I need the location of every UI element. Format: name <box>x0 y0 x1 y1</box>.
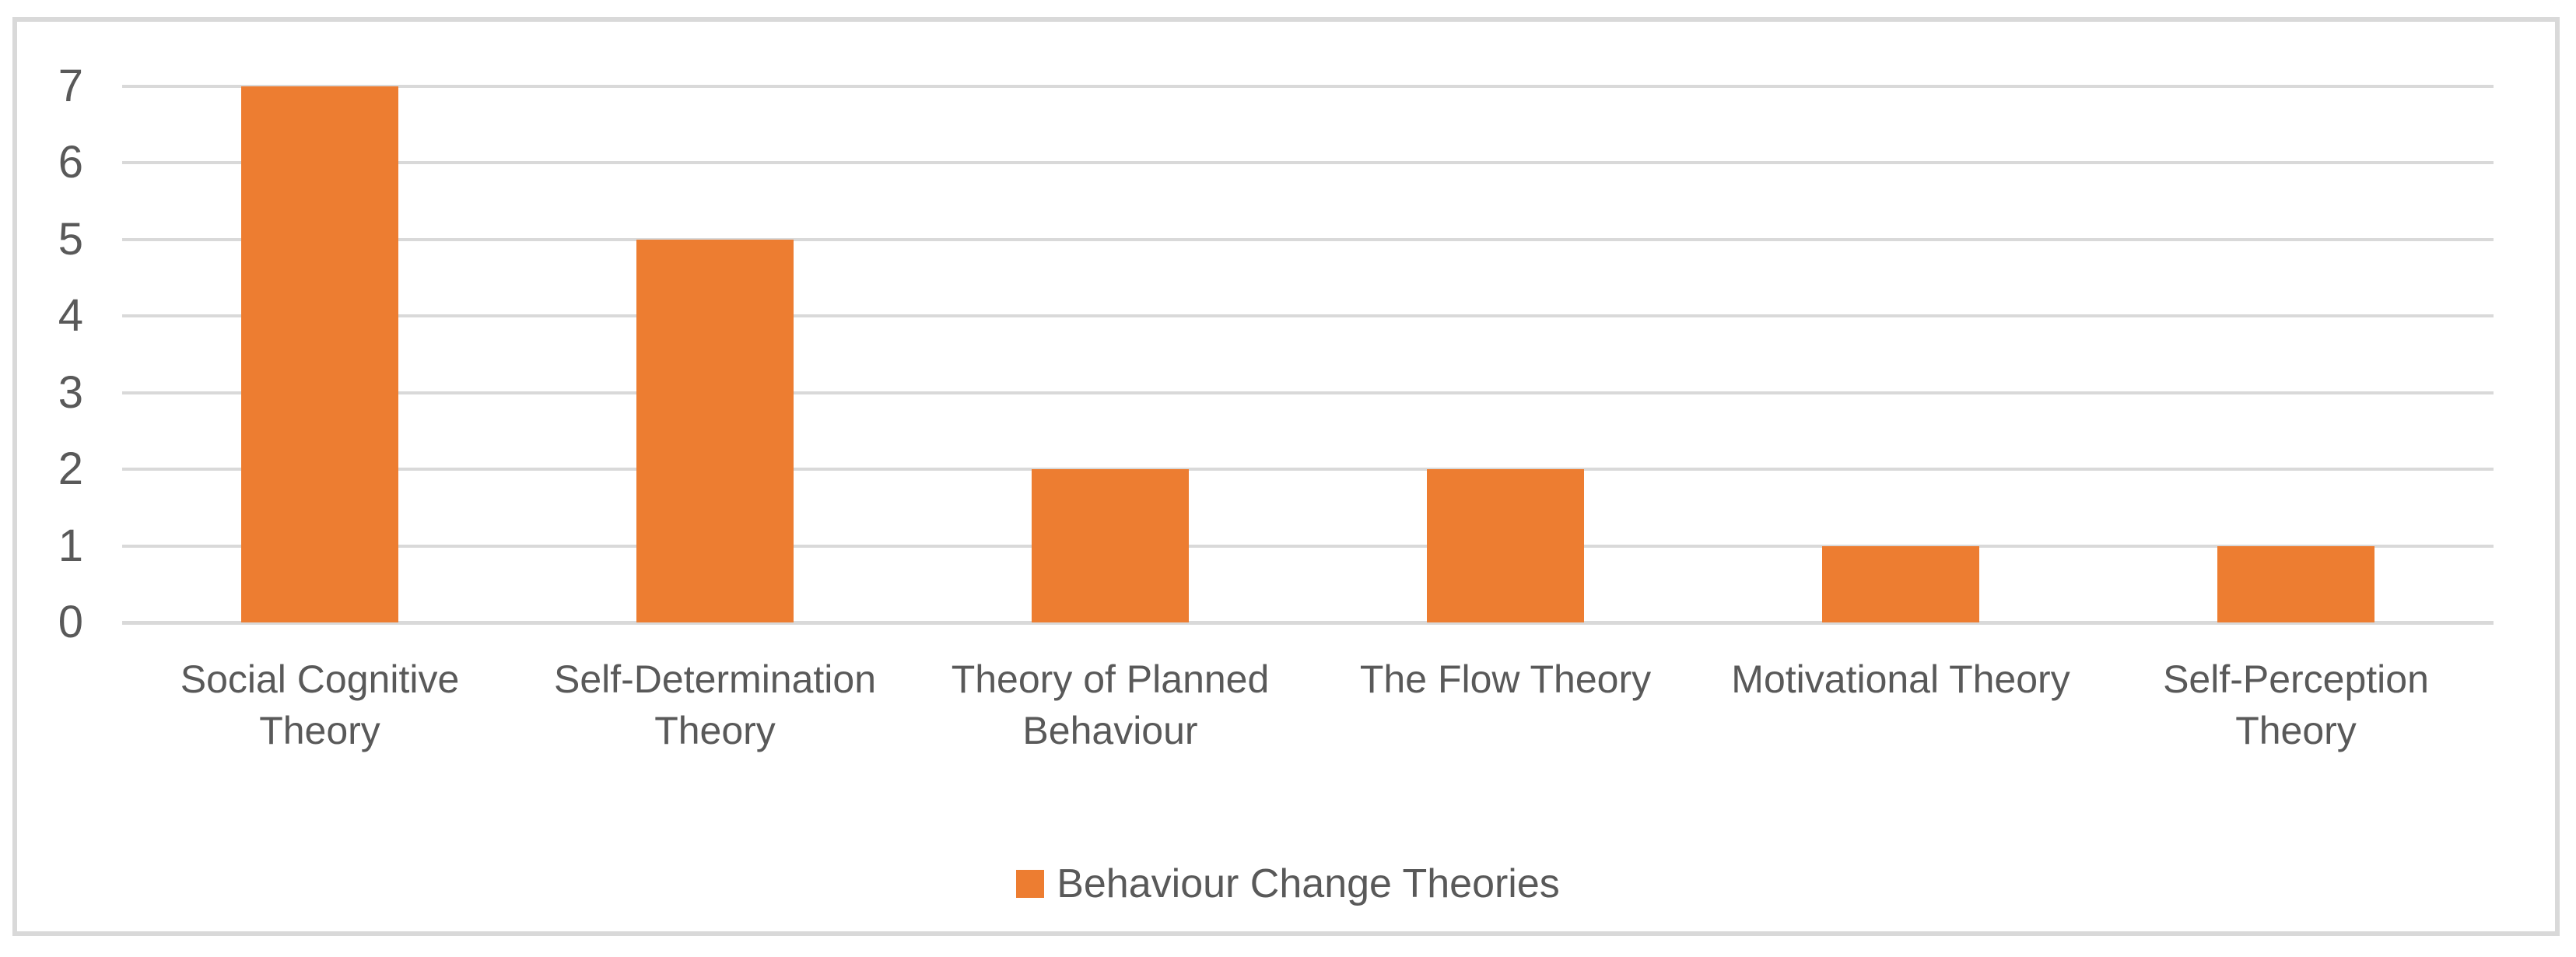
bar-the-flow-theory <box>1427 469 1584 622</box>
bar-theory-of-planned-behaviour <box>1032 469 1189 622</box>
x-axis-label-self-determination-theory: Self-Determination Theory <box>553 657 877 752</box>
gridline <box>122 544 2494 548</box>
y-tick-label: 6 <box>58 137 83 188</box>
legend-marker-icon <box>1016 870 1045 898</box>
y-tick-label: 0 <box>58 597 83 647</box>
y-tick-label: 4 <box>58 290 83 342</box>
y-tick-label: 1 <box>58 520 83 571</box>
x-axis-label-motivational-theory: Motivational Theory <box>1731 657 2070 701</box>
y-tick-label: 2 <box>58 443 83 495</box>
bar-self-perception-theory <box>2217 545 2374 622</box>
x-axis-label-theory-of-planned-behaviour: Theory of Planned Behaviour <box>951 657 1270 752</box>
gridline <box>122 468 2494 471</box>
legend-label: Behaviour Change Theories <box>1057 861 1560 906</box>
chart-frame <box>12 17 2560 936</box>
gridline <box>122 314 2494 318</box>
legend: Behaviour Change Theories <box>0 861 2576 907</box>
x-axis-label-the-flow-theory: The Flow Theory <box>1359 657 1652 701</box>
bar-motivational-theory <box>1822 545 1979 622</box>
y-tick-label: 5 <box>58 213 83 265</box>
gridline <box>122 161 2494 165</box>
gridline <box>122 237 2494 241</box>
bar-social-cognitive-theory <box>241 86 398 622</box>
gridline <box>122 391 2494 394</box>
x-axis-label-self-perception-theory: Self-Perception Theory <box>2163 657 2429 752</box>
x-axis-label-social-cognitive-theory: Social Cognitive Theory <box>180 657 460 752</box>
y-tick-label: 3 <box>58 366 83 418</box>
x-axis-line <box>122 621 2494 625</box>
gridline <box>122 84 2494 88</box>
y-tick-label: 7 <box>58 60 83 111</box>
bar-self-determination-theory <box>636 239 794 622</box>
